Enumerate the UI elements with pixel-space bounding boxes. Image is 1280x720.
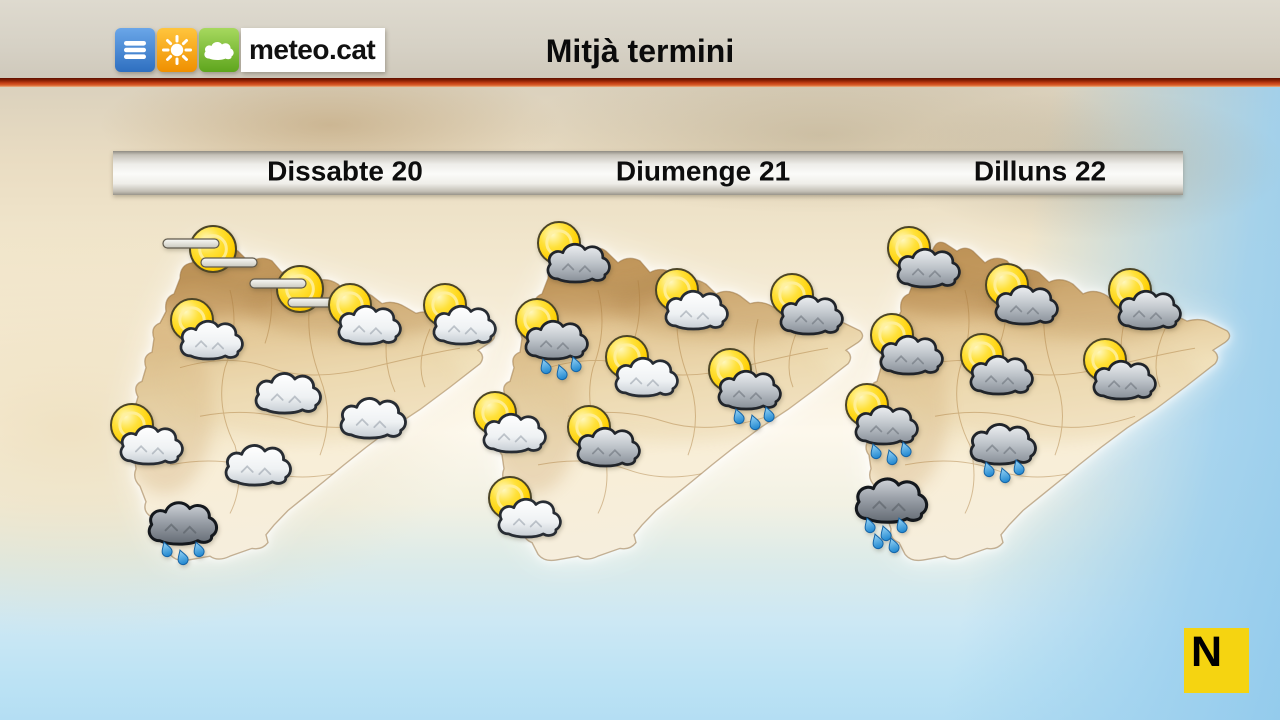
weather-icon-layer bbox=[473, 210, 868, 590]
map-panel-dissabte bbox=[110, 210, 500, 590]
weather-icon-sun-cloud-gray bbox=[559, 401, 655, 493]
day-label-diumenge: Diumenge 21 bbox=[615, 155, 791, 187]
weather-icon-sun-cloud-gray bbox=[529, 217, 625, 309]
weather-icon-sun-cloud-gray bbox=[977, 259, 1073, 351]
weather-icon-sun-cloud-gray bbox=[879, 222, 975, 314]
weather-icon-cloud-white bbox=[207, 414, 303, 506]
weather-icon-sun-cloud-gray-rain bbox=[700, 344, 796, 436]
day-label-dissabte: Dissabte 20 bbox=[267, 155, 423, 187]
weather-icon-sun-cloud-white bbox=[320, 279, 416, 371]
weather-icon-sun-cloud-gray-rain bbox=[837, 379, 933, 471]
weather-icon-sun-cloud-gray bbox=[1100, 264, 1196, 356]
weather-icon-layer bbox=[110, 210, 500, 590]
weather-icon-cloud-white bbox=[322, 367, 418, 459]
header-bar: meteo.cat Mitjà termini bbox=[0, 0, 1280, 78]
channel-badge: N bbox=[1184, 628, 1249, 693]
weather-icon-sun-fog bbox=[162, 211, 263, 303]
weather-icon-sun-cloud-gray bbox=[1075, 334, 1171, 426]
cloud-icon bbox=[199, 28, 239, 72]
weather-icon-sun-cloud-gray bbox=[862, 309, 958, 401]
brand-name: meteo.cat bbox=[241, 28, 386, 72]
weather-icon-sun-cloud-white bbox=[162, 294, 258, 386]
map-panel-diumenge bbox=[473, 210, 868, 590]
menu-icon bbox=[115, 28, 155, 72]
page-title: Mitjà termini bbox=[545, 33, 735, 69]
weather-icon-sun-cloud-gray bbox=[762, 269, 858, 361]
weather-icon-layer bbox=[845, 210, 1235, 590]
sun-icon bbox=[157, 28, 197, 72]
meteocat-logo: meteo.cat bbox=[115, 28, 386, 72]
weather-icon-sun-cloud-white bbox=[102, 399, 198, 491]
weather-icon-cloud-dark-rain-heavy bbox=[839, 459, 935, 554]
dates-bar: Dissabte 20 Diumenge 21 Dilluns 22 bbox=[113, 151, 1183, 195]
weather-icon-sun-cloud-white bbox=[647, 264, 743, 356]
weather-icon-sun-cloud-white bbox=[415, 279, 511, 371]
weather-icon-cloud-white bbox=[237, 342, 333, 434]
weather-icon-cloud-gray-rain bbox=[952, 399, 1048, 491]
map-panel-dilluns bbox=[845, 210, 1235, 590]
weather-icon-sun-cloud-gray bbox=[952, 329, 1048, 421]
channel-letter: N bbox=[1191, 628, 1223, 676]
weather-icon-sun-cloud-gray-rain bbox=[507, 294, 603, 386]
weather-icon-sun-cloud-white bbox=[597, 331, 693, 423]
header-divider bbox=[0, 78, 1280, 87]
weather-icon-cloud-dark-rain bbox=[132, 479, 228, 571]
weather-icon-sun-cloud-white bbox=[480, 472, 576, 564]
weather-icon-sun-cloud-white bbox=[465, 387, 561, 479]
day-label-dilluns: Dilluns 22 bbox=[973, 155, 1107, 187]
